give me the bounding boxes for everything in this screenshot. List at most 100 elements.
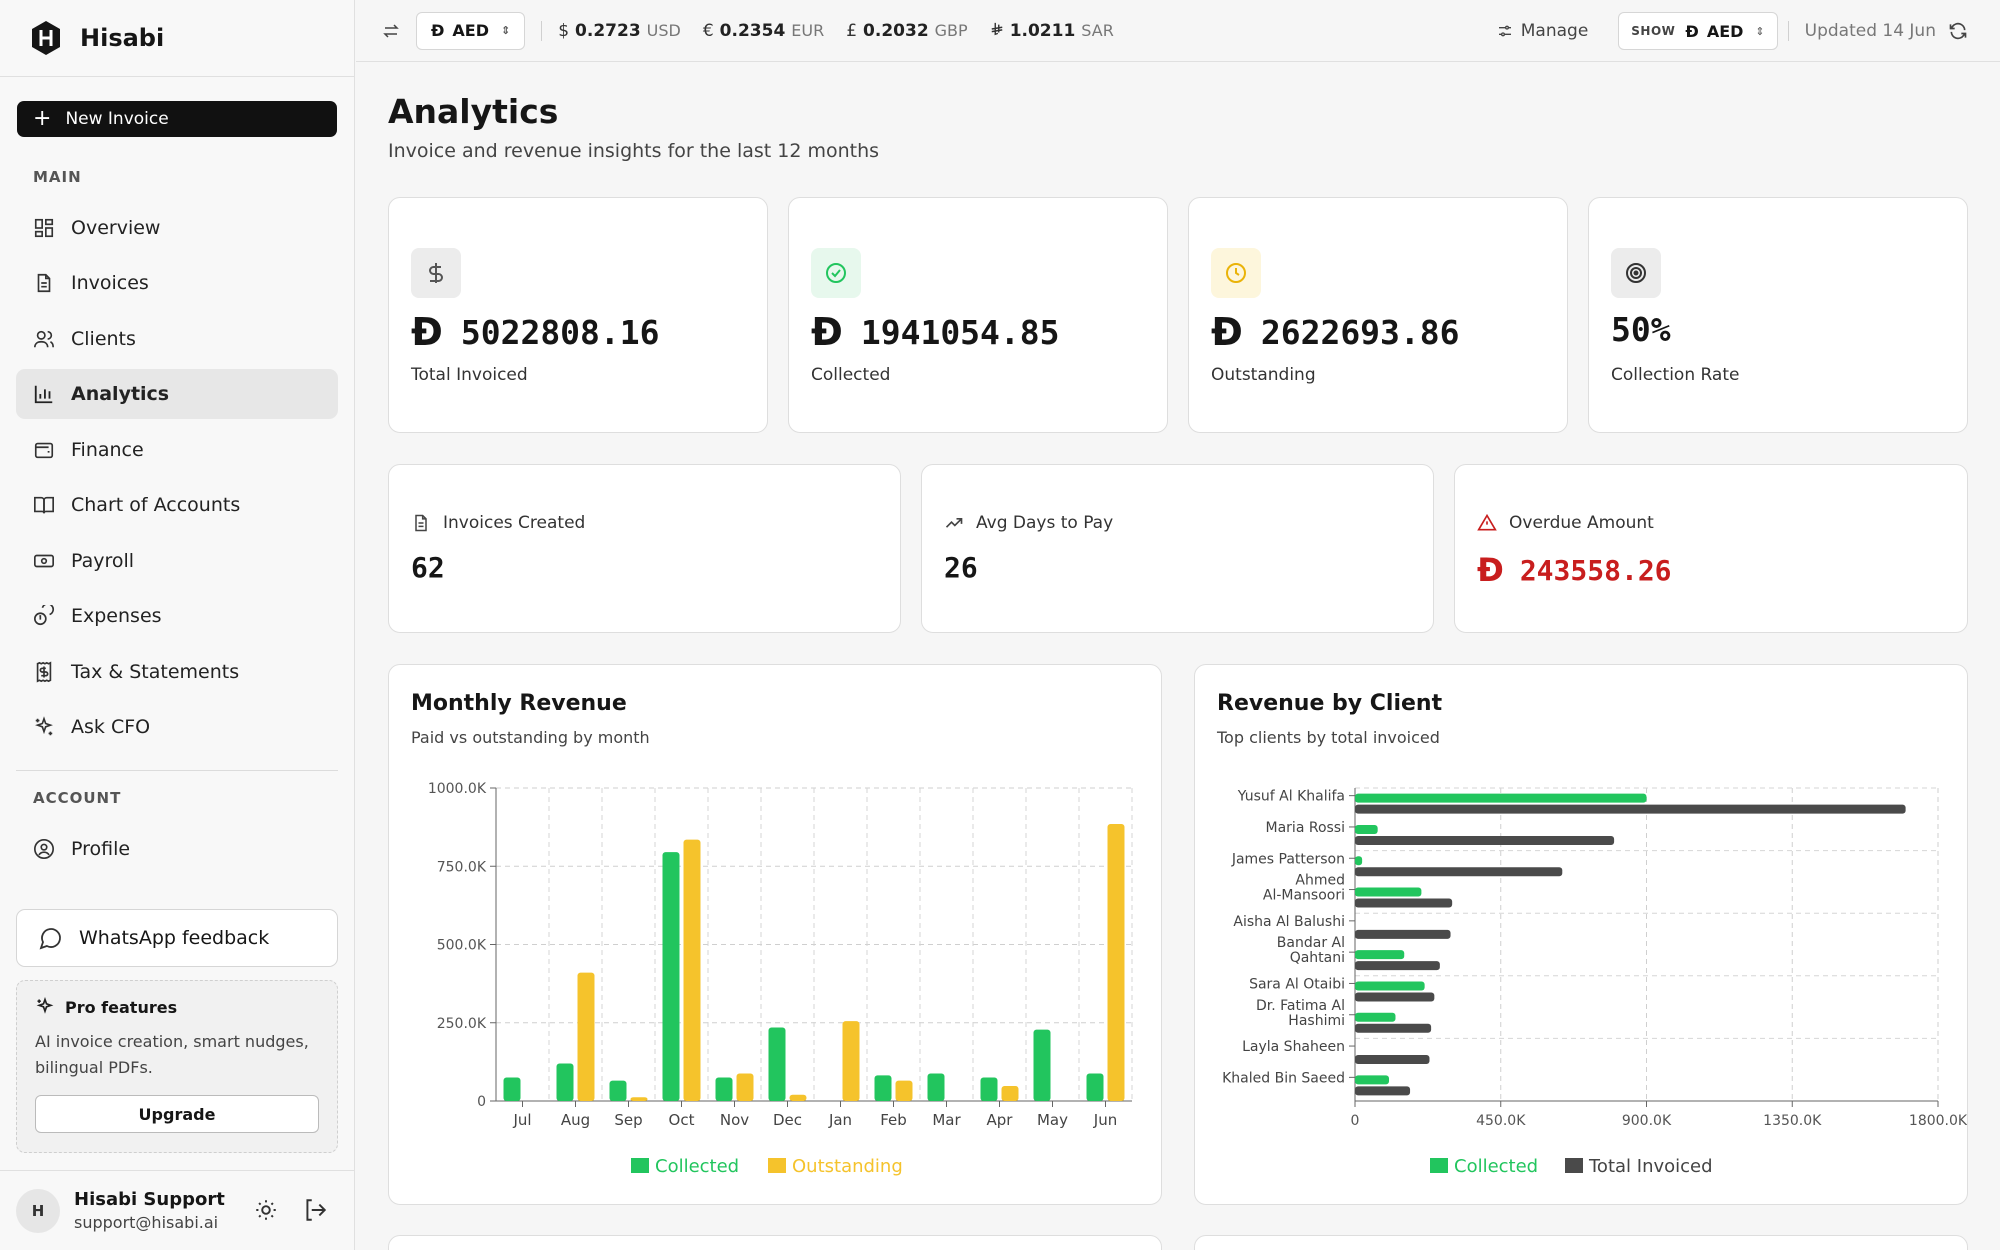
x-tick-label: Oct (669, 1111, 695, 1129)
legend-label: Total Invoiced (1588, 1156, 1713, 1177)
stat-icon-box (1611, 248, 1661, 298)
stat-icon-box (1211, 248, 1261, 298)
whatsapp-feedback-label: WhatsApp feedback (79, 927, 270, 949)
target-icon (1626, 263, 1646, 283)
y-tick-label: Aisha Al Balushi (1233, 914, 1345, 930)
sidebar-item-label: Expenses (71, 605, 162, 627)
x-tick-label: Aug (561, 1111, 590, 1129)
chart-subtitle: Top clients by total invoiced (1217, 728, 1440, 747)
stat-value-text: 5022808.16 (460, 312, 660, 352)
x-tick-label: Sep (614, 1111, 642, 1129)
banknote-icon (34, 554, 54, 568)
whatsapp-feedback-button[interactable]: WhatsApp feedback (16, 909, 338, 967)
mini-card-label: Avg Days to Pay (976, 513, 1114, 533)
bar-total-invoiced (1355, 1055, 1430, 1065)
refresh-icon[interactable] (1948, 21, 1968, 41)
sparkles-icon (36, 997, 54, 1014)
stat-value: Đ 1941054.85 (811, 310, 1060, 354)
x-tick-label: 450.0K (1476, 1113, 1526, 1129)
sidebar-item-label: Chart of Accounts (71, 494, 241, 516)
new-invoice-button[interactable]: + New Invoice (17, 101, 337, 137)
avatar[interactable]: H (16, 1188, 60, 1233)
pro-features-description: AI invoice creation, smart nudges, bilin… (35, 1032, 309, 1077)
swap-icon[interactable] (382, 22, 400, 40)
x-tick-label: 1350.0K (1763, 1113, 1822, 1129)
dirham-icon: Đ (1477, 551, 1504, 589)
bar-total-invoiced (1355, 1086, 1411, 1096)
users-icon (34, 330, 54, 348)
sidebar-item-overview[interactable]: Overview (16, 203, 338, 253)
stat-icon-box (811, 248, 861, 298)
riyal-icon (991, 22, 1003, 35)
brand-name: Hisabi (80, 24, 165, 52)
chart-title: Revenue by Client (1217, 691, 1443, 716)
mini-card-value: 26 (944, 551, 978, 584)
stat-label: Collected (811, 365, 891, 385)
rate-value: 0.2354 (719, 20, 786, 41)
new-invoice-label: New Invoice (65, 109, 169, 129)
bar-outstanding (895, 1080, 913, 1101)
sidebar-item-clients[interactable]: Clients (16, 314, 338, 364)
stat-value-text: 2622693.86 (1260, 312, 1460, 352)
y-tick-label: Layla Shaheen (1242, 1039, 1345, 1055)
user-circle-icon (34, 839, 54, 859)
upgrade-button[interactable]: Upgrade (35, 1095, 319, 1133)
updated-timestamp: Updated 14 Jun (1804, 21, 1936, 41)
wallet-icon (34, 442, 54, 459)
bar-collected (1355, 1012, 1396, 1022)
base-currency-select[interactable]: Đ AED ⇕ (416, 11, 526, 50)
user-info: Hisabi Support support@hisabi.ai (74, 1189, 225, 1232)
sun-icon[interactable] (253, 1197, 279, 1223)
show-currency-value: AED (1706, 21, 1744, 41)
chart-subtitle: Paid vs outstanding by month (411, 728, 650, 747)
stat-value: Đ 2622693.86 (1211, 310, 1460, 354)
user-bar: H Hisabi Support support@hisabi.ai (0, 1170, 355, 1250)
stat-value-text: 1941054.85 (860, 312, 1060, 352)
sidebar-item-analytics[interactable]: Analytics (16, 369, 338, 419)
rate-usd: $ 0.2723 USD (558, 21, 681, 41)
check-circle-icon (826, 263, 846, 283)
x-tick-label: Jul (512, 1111, 531, 1129)
brand[interactable]: Hisabi (0, 0, 354, 77)
sidebar-item-label: Analytics (71, 383, 170, 405)
dirham-icon: Đ (431, 21, 445, 40)
sidebar-divider (16, 770, 338, 771)
plus-icon: + (33, 106, 52, 131)
sidebar-item-tax-statements[interactable]: Tax & Statements (16, 647, 338, 697)
rate-value: 1.0211 (1009, 20, 1076, 41)
monthly-revenue-chart: 0 250.0K 500.0K 750.0K 1000.0K Jul Aug Sep Oct No… (428, 781, 1133, 1177)
stat-label: Collection Rate (1611, 365, 1740, 385)
sidebar-item-invoices[interactable]: Invoices (16, 258, 338, 308)
x-tick-label: Dec (773, 1111, 802, 1129)
x-tick-label: Jun (1093, 1111, 1117, 1129)
mini-card-header: Invoices Created (411, 513, 585, 533)
chevron-updown-icon: ⇕ (1755, 24, 1765, 38)
sidebar-item-payroll[interactable]: Payroll (16, 536, 338, 586)
bar-outstanding (842, 1021, 860, 1101)
page-subtitle: Invoice and revenue insights for the las… (388, 140, 880, 162)
sidebar-item-ask-cfo[interactable]: Ask CFO (16, 702, 338, 752)
sidebar-item-label: Tax & Statements (71, 661, 240, 683)
sidebar-item-label: Overview (71, 217, 161, 239)
bar-total-invoiced (1355, 898, 1453, 908)
manage-button[interactable]: Manage (1497, 21, 1588, 41)
show-currency-select[interactable]: SHOW Đ AED ⇕ (1618, 12, 1778, 50)
y-tick-label: Bandar Al Qahtani (1277, 935, 1345, 966)
bar-collected (768, 1027, 786, 1101)
sidebar-item-profile[interactable]: Profile (16, 824, 338, 874)
chevron-updown-icon: ⇕ (501, 24, 511, 37)
bar-collected (980, 1077, 998, 1101)
legend-swatch (631, 1158, 649, 1173)
sidebar-item-expenses[interactable]: Expenses (16, 591, 338, 641)
topbar-separator (541, 20, 543, 41)
monthly-revenue-card: Monthly Revenue Paid vs outstanding by m… (388, 664, 1162, 1205)
logout-icon[interactable] (302, 1197, 328, 1223)
sidebar-item-finance[interactable]: Finance (16, 425, 338, 475)
sidebar-item-chart-of-accounts[interactable]: Chart of Accounts (16, 480, 338, 530)
chart-title: Monthly Revenue (411, 691, 627, 716)
dollar-icon: $ (558, 20, 570, 41)
bar-total-invoiced (1355, 1023, 1432, 1033)
x-tick-label: 0 (1351, 1113, 1360, 1129)
stat-card-total-invoiced: Đ 5022808.16 Total Invoiced (388, 197, 768, 433)
user-email: support@hisabi.ai (74, 1213, 219, 1232)
